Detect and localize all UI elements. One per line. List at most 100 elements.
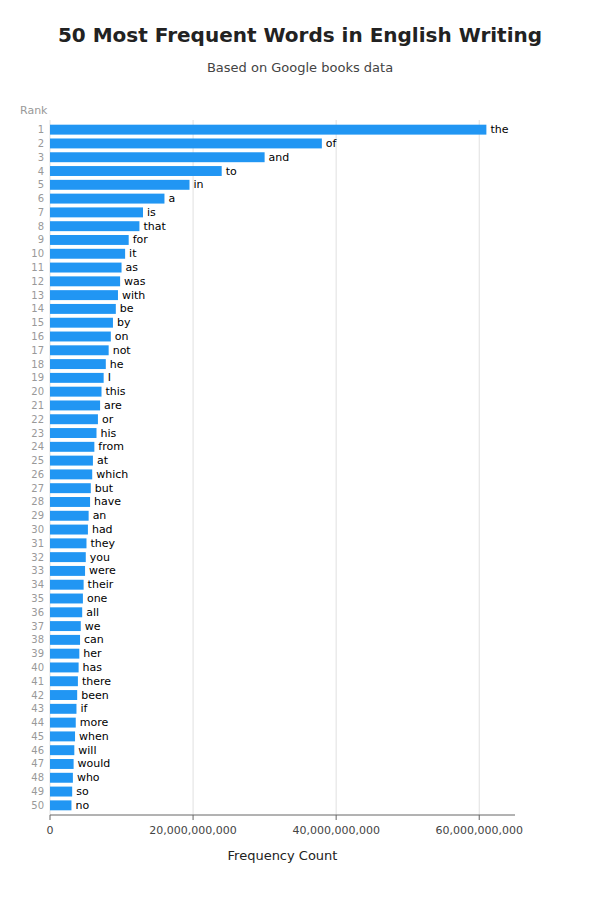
tick-label: 7: [38, 207, 44, 218]
word-label: are: [104, 399, 122, 412]
word-label: on: [115, 330, 129, 343]
tick-label: 33: [31, 565, 44, 576]
word-label: will: [78, 744, 96, 757]
tick-label: 39: [31, 648, 44, 659]
bar: [50, 276, 120, 286]
tick-label: 2: [38, 138, 44, 149]
tick-label: 6: [38, 193, 44, 204]
bars: [50, 125, 486, 811]
bar: [50, 263, 122, 273]
y-ticks: 1234567891011121314151617181920212223242…: [31, 124, 44, 811]
tick-label: 0: [47, 824, 54, 837]
bar: [50, 594, 83, 604]
bar: [50, 152, 265, 162]
tick-label: 50: [31, 800, 44, 811]
word-label: it: [129, 247, 137, 260]
bar: [50, 456, 93, 466]
word-label: the: [490, 123, 508, 136]
bar: [50, 318, 113, 328]
subtitle: Based on Google books data: [207, 60, 393, 75]
tick-label: 21: [31, 400, 44, 411]
bar: [50, 580, 84, 590]
word-label: there: [82, 675, 111, 688]
bar: [50, 676, 78, 686]
word-label: they: [90, 537, 115, 550]
tick-label: 45: [31, 731, 44, 742]
word-label: but: [95, 482, 114, 495]
bar: [50, 359, 106, 369]
tick-mark: [50, 815, 51, 820]
word-label: were: [89, 564, 116, 577]
tick-label: 42: [31, 690, 44, 701]
bar: [50, 483, 91, 493]
word-label: would: [78, 757, 111, 770]
word-label: has: [83, 661, 103, 674]
word-label: for: [133, 233, 149, 246]
tick-label: 16: [31, 331, 44, 342]
bar: [50, 400, 100, 410]
tick-label: 24: [31, 441, 44, 452]
word-label: be: [120, 302, 134, 315]
word-label: if: [80, 702, 88, 715]
x-axis-label: Frequency Count: [228, 848, 338, 863]
tick-label: 1: [38, 124, 44, 135]
tick-label: 37: [31, 621, 44, 632]
tick-label: 5: [38, 179, 44, 190]
bar: [50, 373, 104, 383]
word-label: or: [102, 413, 114, 426]
bar: [50, 194, 164, 204]
grid-line: [479, 120, 480, 815]
word-label: their: [88, 578, 114, 591]
bar: [50, 345, 109, 355]
bar: [50, 304, 116, 314]
tick-label: 35: [31, 593, 44, 604]
word-label: all: [86, 606, 99, 619]
bar: [50, 649, 79, 659]
tick-label: 17: [31, 345, 44, 356]
bar: [50, 221, 139, 231]
word-label: who: [77, 771, 100, 784]
bar: [50, 180, 190, 190]
bar: [50, 125, 486, 135]
tick-label: 36: [31, 607, 44, 618]
bar: [50, 235, 129, 245]
tick-label: 29: [31, 510, 44, 521]
bar: [50, 621, 81, 631]
word-label: so: [76, 785, 89, 798]
bar: [50, 290, 118, 300]
word-label: no: [75, 799, 89, 812]
bar: [50, 552, 86, 562]
word-label: of: [326, 137, 338, 150]
grid-line: [193, 120, 194, 815]
tick-label: 10: [31, 248, 44, 259]
word-label: was: [124, 275, 146, 288]
bar: [50, 662, 79, 672]
tick-label: 34: [31, 579, 44, 590]
bar: [50, 525, 88, 535]
x-axis-line: [50, 815, 515, 816]
grid-line: [336, 120, 337, 815]
word-label: her: [83, 647, 102, 660]
tick-label: 20,000,000,000: [149, 824, 236, 837]
bar: [50, 166, 222, 176]
bar: [50, 249, 125, 259]
word-label: as: [126, 261, 139, 274]
bar: [50, 387, 102, 397]
word-label: which: [96, 468, 128, 481]
word-label: this: [106, 385, 126, 398]
word-label: his: [101, 427, 117, 440]
bar: [50, 497, 90, 507]
word-label: I: [108, 371, 111, 384]
bar: [50, 690, 77, 700]
tick-label: 11: [31, 262, 44, 273]
bar: [50, 442, 94, 452]
tick-label: 40,000,000,000: [292, 824, 379, 837]
tick-label: 12: [31, 276, 44, 287]
y-axis-label: Rank: [20, 104, 48, 117]
word-label: a: [168, 192, 175, 205]
bar: [50, 787, 72, 797]
bar: [50, 731, 75, 741]
title: 50 Most Frequent Words in English Writin…: [58, 23, 542, 47]
tick-label: 60,000,000,000: [435, 824, 522, 837]
bar: [50, 566, 85, 576]
